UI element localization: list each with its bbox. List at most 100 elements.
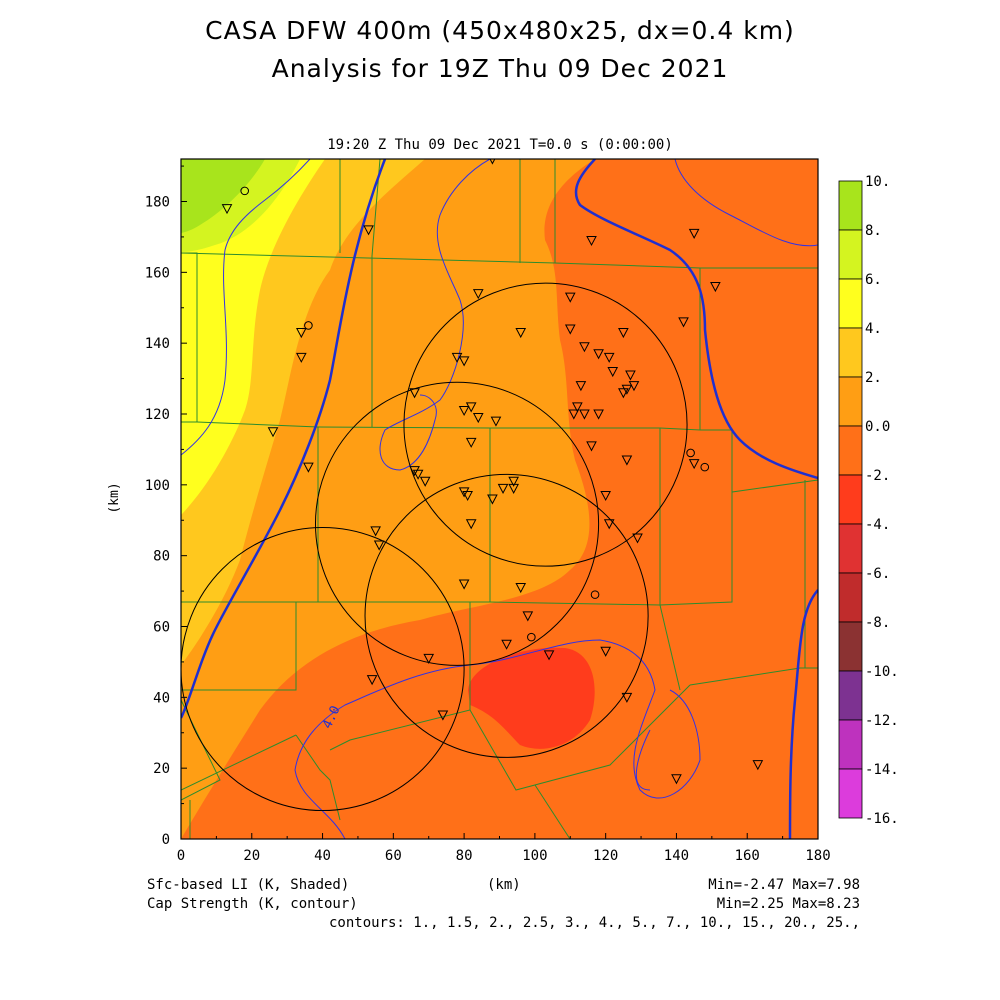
y-axis: 0 20 40 60 80 100 120 140 160 180: [145, 165, 187, 848]
station-marker: [607, 367, 619, 378]
colorbar-swatch: [838, 327, 863, 378]
shaded-field-stats: Min=-2.47 Max=7.98: [708, 877, 860, 893]
contour-field-label: Cap Strength (K, contour): [147, 896, 358, 912]
station-marker: [465, 437, 477, 448]
y-tick-label: 20: [153, 761, 170, 777]
colorbar-swatch: [838, 229, 863, 280]
radar-ring-0: [403, 282, 688, 567]
y-tick-label: 0: [162, 832, 170, 848]
colorbar-label: 2.: [865, 370, 882, 386]
station-marker: [579, 409, 590, 420]
colorbar-swatch: [838, 278, 863, 329]
river-lines: [181, 159, 818, 839]
station-marker: [688, 459, 700, 470]
figure-subtitle: Analysis for 19Z Thu 09 Dec 2021: [271, 54, 729, 83]
y-tick-label: 140: [145, 336, 170, 352]
station-marker: [621, 455, 633, 466]
shaded-field-label: Sfc-based LI (K, Shaded): [147, 877, 350, 893]
station-marker: [564, 324, 576, 335]
x-tick-label: 100: [522, 848, 547, 864]
colorbar-swatch: [838, 180, 863, 231]
station-marker: [465, 402, 477, 413]
valid-time-label: 19:20 Z Thu 09 Dec 2021 T=0.0 s (0:00:00…: [327, 137, 673, 153]
radar-ring-3: [181, 526, 465, 812]
station-marker: [575, 381, 587, 392]
colorbar-swatch: [838, 425, 863, 476]
colorbar-swatch: [838, 523, 863, 574]
colorbar-label: 8.: [865, 223, 882, 239]
colorbar-label: -6.: [865, 566, 890, 582]
station-marker: [423, 653, 435, 664]
station-marker: [295, 328, 307, 339]
station-marker: [572, 402, 583, 413]
station-marker: [419, 476, 431, 487]
colorbar-label: -12.: [865, 713, 899, 729]
station-marker: [621, 384, 633, 395]
colorbar-swatch: [838, 572, 863, 623]
station-marker: [458, 356, 470, 367]
shaded-field: 4.0: [181, 159, 818, 839]
x-axis: 0 20 40 60 80 100 120 140 160 180: [177, 833, 831, 864]
station-marker: [409, 388, 420, 399]
station-marker: [625, 370, 636, 381]
cap-contours: [181, 159, 818, 839]
x-tick-label: 40: [314, 848, 331, 864]
x-tick-label: 60: [385, 848, 402, 864]
x-tick-label: 0: [177, 848, 185, 864]
station-marker: [363, 225, 374, 236]
station-marker: [543, 650, 555, 661]
colorbar-swatch: [838, 474, 863, 525]
station-marker: [515, 328, 527, 339]
colorbar: 10. 8. 6. 4. 2. 0.0 -2. -4. -6. -8. -10. -12. -14. -1…: [838, 174, 899, 827]
station-marker: [710, 282, 721, 293]
station-marker: [303, 462, 314, 473]
station-marker: [579, 342, 590, 353]
y-tick-label: 180: [145, 195, 170, 211]
station-marker: [472, 289, 484, 300]
x-tick-label: 140: [664, 848, 689, 864]
station-marker: [295, 352, 307, 363]
colorbar-label: -16.: [865, 811, 899, 827]
x-tick-label: 180: [805, 848, 830, 864]
station-marker: [472, 413, 484, 424]
station-marker: [586, 235, 597, 247]
station-marker: [600, 646, 611, 657]
circle-marker: [527, 632, 536, 642]
radar-ring-2: [364, 473, 649, 758]
colorbar-label: 0.0: [865, 419, 890, 435]
station-marker: [508, 483, 519, 494]
station-marker: [458, 579, 470, 590]
li-band-neg4-neg2: [468, 647, 595, 749]
station-marker: [501, 639, 512, 650]
figure-title: CASA DFW 400m (450x480x25, dx=0.4 km): [205, 16, 795, 45]
station-marker: [603, 352, 615, 363]
colorbar-swatch: [838, 376, 863, 427]
colorbar-label: -10.: [865, 664, 899, 680]
y-tick-label: 80: [153, 549, 170, 565]
circle-marker: [240, 186, 249, 196]
station-marker: [366, 675, 378, 686]
station-marker: [490, 416, 502, 427]
y-tick-label: 160: [145, 265, 170, 281]
li-band-4-6: [181, 159, 325, 515]
contour-levels: contours: 1., 1.5, 2., 2.5, 3., 4., 5., …: [328, 915, 860, 931]
circle-marker: [590, 590, 600, 599]
contour-field-stats: Min=2.25 Max=8.23: [716, 896, 860, 912]
colorbar-label: 4.: [865, 321, 882, 337]
station-marker: [465, 519, 477, 530]
station-marker: [600, 490, 611, 502]
station-marker: [632, 533, 643, 544]
station-marker: [586, 441, 597, 452]
circle-marker: [700, 462, 710, 472]
y-axis-title: (km): [107, 482, 122, 513]
station-marker: [267, 427, 279, 438]
station-marker: [508, 476, 519, 487]
station-marker: [564, 292, 576, 303]
colorbar-swatch: [838, 621, 863, 672]
station-marker: [370, 526, 381, 537]
station-marker: [621, 692, 633, 703]
station-marker: [628, 381, 640, 392]
x-tick-label: 20: [243, 848, 260, 864]
y-tick-label: 120: [145, 407, 170, 423]
